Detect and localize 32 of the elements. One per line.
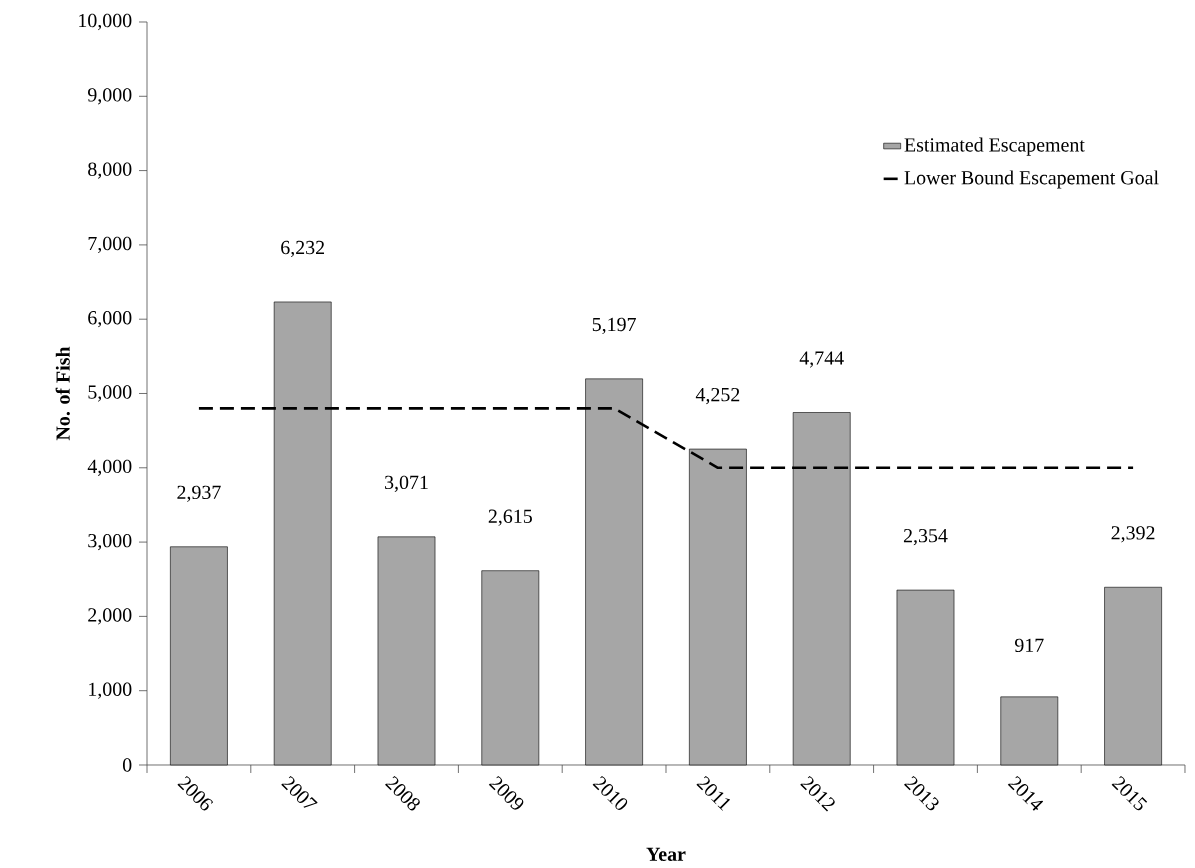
y-tick-label: 10,000 [79,14,132,31]
y-tick-label: 5,000 [88,385,132,402]
y-tick-label: 3,000 [88,534,132,551]
bar [1104,587,1162,766]
bar [170,546,228,766]
legend-label: Estimated Escapement [904,137,1085,156]
bar [481,570,540,766]
data-label: 2,937 [177,485,221,503]
x-tick-label: 2007 [281,776,318,808]
y-tick-label: 9,000 [87,88,132,105]
y-tick-label: 1,000 [89,682,132,700]
y-tick-label: 6,000 [88,311,132,328]
y-axis-title: No. of Fish [55,346,70,441]
data-label: 2,392 [1111,526,1155,543]
data-label: 4,252 [695,388,740,405]
y-tick-label: 0 [122,758,132,772]
bar [896,589,955,766]
data-label: 917 [1014,638,1044,653]
bar [1000,696,1059,766]
bar [377,536,436,766]
y-tick-label: 7,000 [88,236,132,254]
x-axis-title: Year [646,847,686,862]
data-label: 4,744 [799,351,844,368]
data-label: 3,071 [385,475,428,493]
data-label: 5,197 [592,317,636,335]
y-tick-label: 4,000 [87,459,132,477]
data-label: 2,354 [903,529,948,546]
data-label: 2,615 [488,509,532,527]
y-tick-label: 2,000 [88,608,132,625]
data-label: 6,232 [281,241,325,258]
legend-label: Lower Bound Escapement Goal [904,170,1159,189]
y-tick-label: 8,000 [88,162,132,179]
